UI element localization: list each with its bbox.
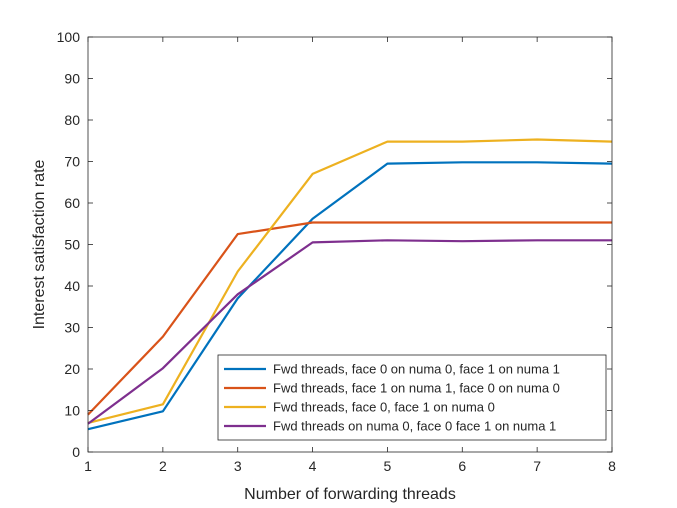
series-line xyxy=(87,239,612,425)
x-tick-label: 3 xyxy=(234,458,242,474)
x-tick-label: 6 xyxy=(458,458,466,474)
legend-entry-label: Fwd threads on numa 0, face 0 face 1 on … xyxy=(273,419,556,434)
y-tick-label: 90 xyxy=(64,71,80,87)
x-tick-label: 7 xyxy=(533,458,541,474)
legend-entry-label: Fwd threads, face 0 on numa 0, face 1 on… xyxy=(273,362,560,377)
series-line xyxy=(87,138,613,424)
series-layer xyxy=(87,138,613,431)
x-tick-label: 4 xyxy=(309,458,317,474)
y-tick-label: 70 xyxy=(64,154,80,170)
y-tick-label: 50 xyxy=(64,237,80,253)
series-line xyxy=(87,221,612,416)
y-tick-label: 100 xyxy=(57,29,81,45)
series-line xyxy=(87,161,613,431)
x-axis-label: Number of forwarding threads xyxy=(244,486,456,503)
y-tick-label: 40 xyxy=(64,278,80,294)
y-tick-label: 20 xyxy=(64,361,80,377)
x-tick-label: 2 xyxy=(159,458,167,474)
x-tick-label: 5 xyxy=(384,458,392,474)
legend-entry-label: Fwd threads, face 0, face 1 on numa 0 xyxy=(273,400,495,415)
legend-entry-label: Fwd threads, face 1 on numa 1, face 0 on… xyxy=(273,381,560,396)
y-tick-label: 0 xyxy=(72,444,80,460)
y-tick-label: 80 xyxy=(64,112,80,128)
x-tick-label: 1 xyxy=(84,458,92,474)
legend-box xyxy=(217,354,607,441)
y-tick-label: 10 xyxy=(64,403,80,419)
y-axis-label: Interest satisfaction rate xyxy=(31,159,48,329)
legend: Fwd threads, face 0 on numa 0, face 1 on… xyxy=(217,354,607,441)
y-tick-label: 60 xyxy=(64,195,80,211)
y-tick-label: 30 xyxy=(64,320,80,336)
x-tick-label: 8 xyxy=(608,458,616,474)
